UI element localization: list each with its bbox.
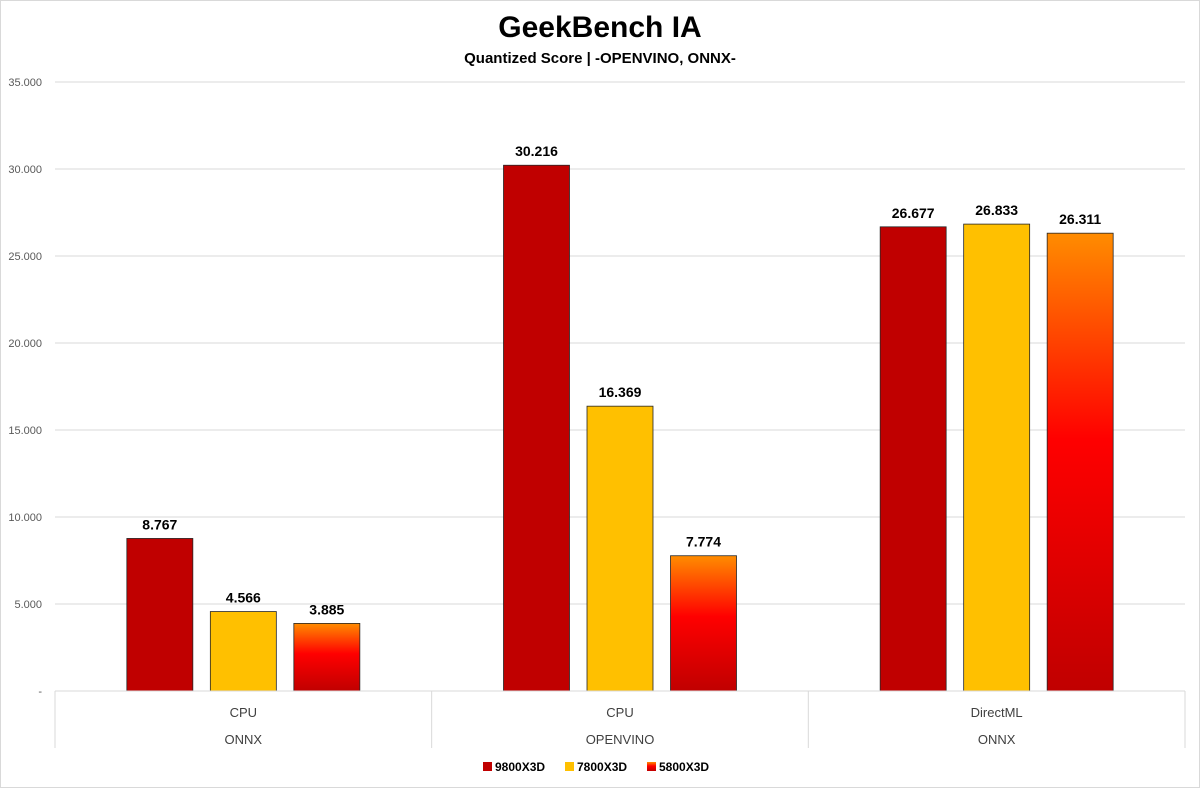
bar-9800x3d-2 [503, 164, 570, 692]
data-label: 8.767 [142, 516, 177, 532]
bar-7800x3d-2 [586, 405, 654, 692]
data-label: 26.677 [892, 205, 935, 221]
y-tick-label: 5.000 [14, 599, 42, 611]
chart-title: GeekBench IA [498, 11, 701, 44]
data-labels: 8.767 4.566 3.885 30.216 16.369 7.774 26.677 26… [142, 143, 1101, 617]
y-axis-tick-labels: - 5.000 10.000 15.000 20.000 25.000 30.000 35.0… [8, 77, 42, 698]
y-tick-label: 35.000 [8, 77, 42, 89]
legend-label: 9800X3D [495, 760, 545, 774]
legend-swatch-9800x3d [483, 762, 492, 771]
x-axis: CPU ONNX CPU OPENVINO DirectML ONNX [54, 690, 1186, 748]
legend-swatch-7800x3d [565, 762, 574, 771]
x-category-label: CPU [230, 705, 257, 720]
data-label: 16.369 [599, 384, 642, 400]
legend: 9800X3D 7800X3D 5800X3D [483, 760, 709, 774]
data-label: 7.774 [686, 534, 721, 550]
legend-label: 7800X3D [577, 760, 627, 774]
x-category-label: CPU [606, 705, 633, 720]
bar-9800x3d-1 [126, 538, 194, 692]
y-tick-label: 10.000 [8, 512, 42, 524]
data-label: 30.216 [515, 143, 558, 159]
legend-label: 5800X3D [659, 760, 709, 774]
bar-9800x3d-3 [879, 226, 947, 692]
data-label: 3.885 [309, 601, 344, 617]
x-category-label: DirectML [971, 705, 1023, 720]
bar-5800x3d-3 [1046, 232, 1114, 692]
x-group-label: OPENVINO [586, 732, 655, 747]
y-tick-label: - [38, 686, 42, 698]
x-group-label: ONNX [225, 732, 263, 747]
y-tick-label: 20.000 [8, 338, 42, 350]
bar-7800x3d-1 [209, 611, 277, 692]
data-label: 26.311 [1059, 211, 1101, 227]
y-tick-label: 15.000 [8, 425, 42, 437]
bars [126, 164, 1114, 692]
y-tick-label: 25.000 [8, 251, 42, 263]
bar-5800x3d-1 [293, 623, 361, 692]
chart-subtitle: Quantized Score | -OPENVINO, ONNX- [464, 50, 736, 67]
data-label: 4.566 [226, 590, 261, 606]
bar-5800x3d-2 [670, 555, 737, 692]
x-group-label: ONNX [978, 732, 1016, 747]
data-label: 26.833 [975, 202, 1018, 218]
bar-7800x3d-3 [963, 223, 1031, 692]
y-tick-label: 30.000 [8, 164, 42, 176]
legend-swatch-5800x3d [647, 762, 656, 771]
